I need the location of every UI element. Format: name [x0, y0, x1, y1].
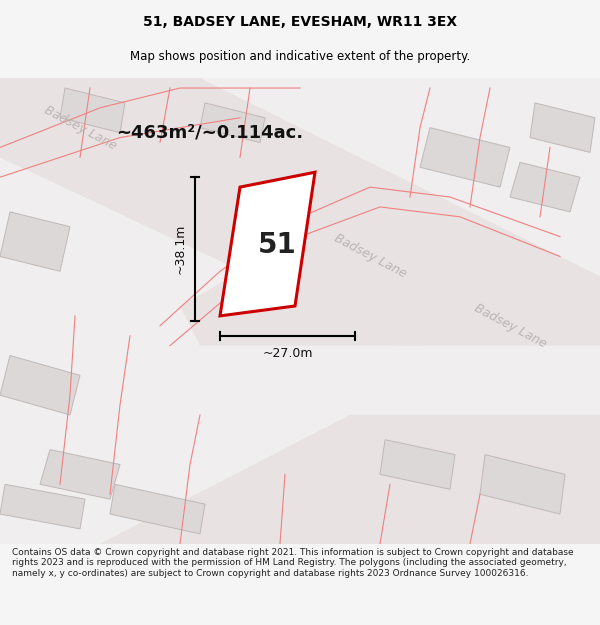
Polygon shape: [40, 449, 120, 499]
Text: ~27.0m: ~27.0m: [262, 347, 313, 360]
Text: Badsey Lane: Badsey Lane: [332, 232, 409, 281]
Polygon shape: [510, 162, 580, 212]
Polygon shape: [420, 127, 510, 187]
Polygon shape: [0, 78, 600, 346]
Text: 51: 51: [258, 231, 297, 259]
Text: ~38.1m: ~38.1m: [173, 224, 187, 274]
Polygon shape: [380, 440, 455, 489]
Polygon shape: [100, 415, 600, 544]
Text: ~463m²/~0.114ac.: ~463m²/~0.114ac.: [116, 124, 304, 142]
Text: 51, BADSEY LANE, EVESHAM, WR11 3EX: 51, BADSEY LANE, EVESHAM, WR11 3EX: [143, 15, 457, 29]
Polygon shape: [200, 103, 265, 142]
Polygon shape: [0, 356, 80, 415]
Polygon shape: [180, 217, 500, 346]
Polygon shape: [0, 484, 85, 529]
Polygon shape: [530, 103, 595, 152]
Polygon shape: [110, 484, 205, 534]
Polygon shape: [0, 212, 70, 271]
Polygon shape: [480, 454, 565, 514]
Text: Badsey Lane: Badsey Lane: [41, 103, 118, 152]
Text: Map shows position and indicative extent of the property.: Map shows position and indicative extent…: [130, 50, 470, 62]
Text: Contains OS data © Crown copyright and database right 2021. This information is : Contains OS data © Crown copyright and d…: [12, 548, 574, 578]
Polygon shape: [220, 173, 315, 316]
Text: Badsey Lane: Badsey Lane: [472, 301, 548, 351]
Polygon shape: [60, 88, 125, 132]
